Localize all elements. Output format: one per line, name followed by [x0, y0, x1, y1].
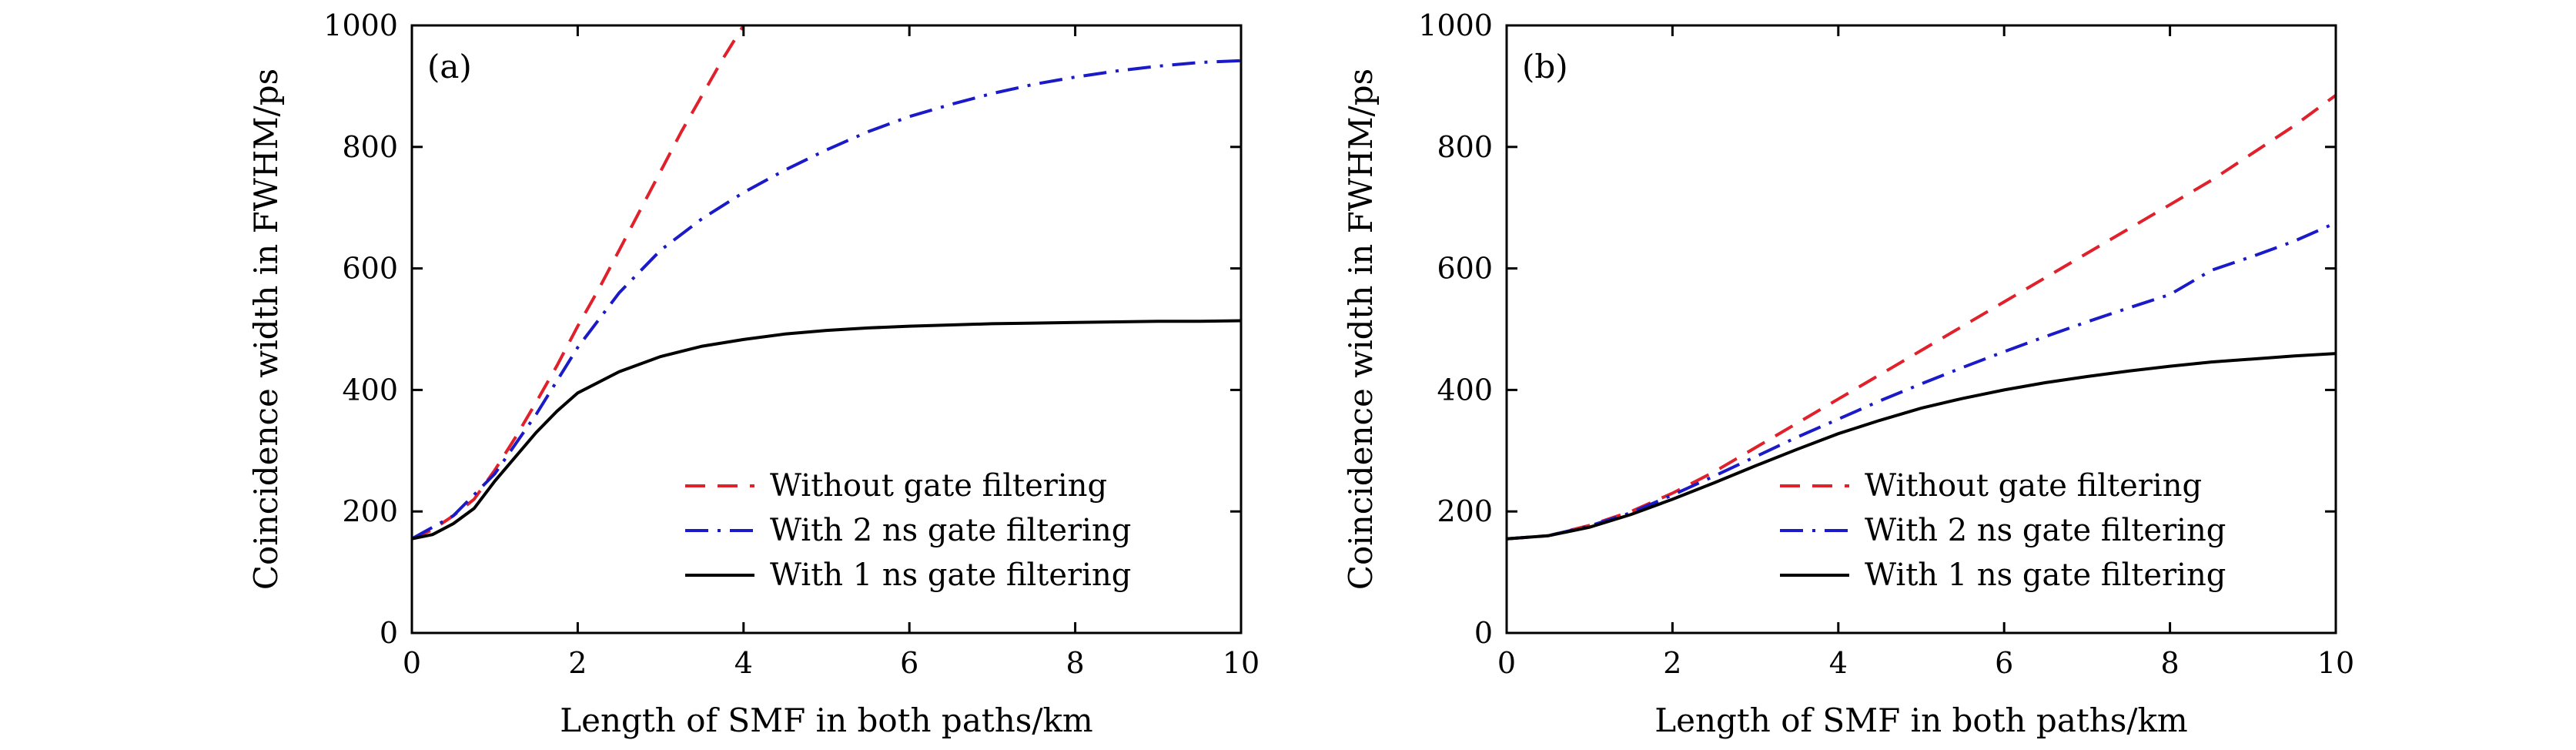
- panel-label: (a): [427, 48, 472, 85]
- x-tick-label: 8: [2161, 646, 2180, 680]
- y-tick-label: 1000: [1418, 8, 1493, 42]
- y-tick-label: 400: [1437, 373, 1493, 407]
- x-tick-label: 4: [734, 646, 753, 680]
- plot-frame: [1505, 24, 2337, 634]
- y-axis-label: Coincidence width in FWHM/ps: [1342, 69, 1380, 590]
- y-tick-label: 1000: [323, 8, 398, 42]
- series-line-3: [1507, 352, 2336, 541]
- legend-entry-3: With 1 ns gate filtering: [1865, 557, 2226, 593]
- x-tick-label: 6: [1995, 646, 2013, 680]
- y-tick-label: 0: [380, 616, 398, 650]
- chart-panel-b: 0 2 4 6 8 10 0 200 400 600 800 1000 Length of SMF in…: [1342, 8, 2354, 739]
- x-tick-label: 4: [1829, 646, 1848, 680]
- series-line-2: [1507, 221, 2336, 541]
- x-axis-label: Length of SMF in both paths/km: [560, 701, 1093, 739]
- y-tick-label: 800: [342, 130, 398, 164]
- y-tick-label: 400: [342, 373, 398, 407]
- y-tick-label: 200: [342, 494, 398, 528]
- legend-entry-2: With 2 ns gate filtering: [770, 513, 1131, 548]
- y-tick-label: 800: [1437, 130, 1493, 164]
- x-tick-label: 6: [900, 646, 918, 680]
- y-tick-label: 600: [1437, 252, 1493, 286]
- y-tick-label: 600: [342, 252, 398, 286]
- series-line-1: [412, 25, 745, 541]
- legend-entry-2: With 2 ns gate filtering: [1865, 513, 2226, 548]
- y-tick-label: 200: [1437, 494, 1493, 528]
- panel-label: (b): [1522, 48, 1568, 85]
- chart-panel-a: 0 2 4 6 8 10 0 200 400 600 800 1000 Length of SMF in…: [247, 8, 1260, 739]
- y-axis-label: Coincidence width in FWHM/ps: [247, 69, 285, 590]
- y-tick-label: 0: [1474, 616, 1493, 650]
- plot-frame: [410, 24, 1243, 634]
- x-axis-label: Length of SMF in both paths/km: [1654, 701, 2188, 739]
- x-tick-label: 2: [1663, 646, 1681, 680]
- series-line-3: [412, 319, 1241, 541]
- x-tick-label: 10: [2317, 646, 2354, 680]
- x-tick-label: 2: [568, 646, 587, 680]
- x-tick-label: 0: [1497, 646, 1516, 680]
- x-tick-label: 8: [1066, 646, 1085, 680]
- series-line-2: [412, 59, 1241, 541]
- legend-entry-3: With 1 ns gate filtering: [770, 557, 1131, 593]
- legend-entry-1: Without gate filtering: [770, 468, 1107, 504]
- x-tick-label: 0: [403, 646, 421, 680]
- legend-entry-1: Without gate filtering: [1865, 468, 2202, 504]
- x-tick-label: 10: [1223, 646, 1260, 680]
